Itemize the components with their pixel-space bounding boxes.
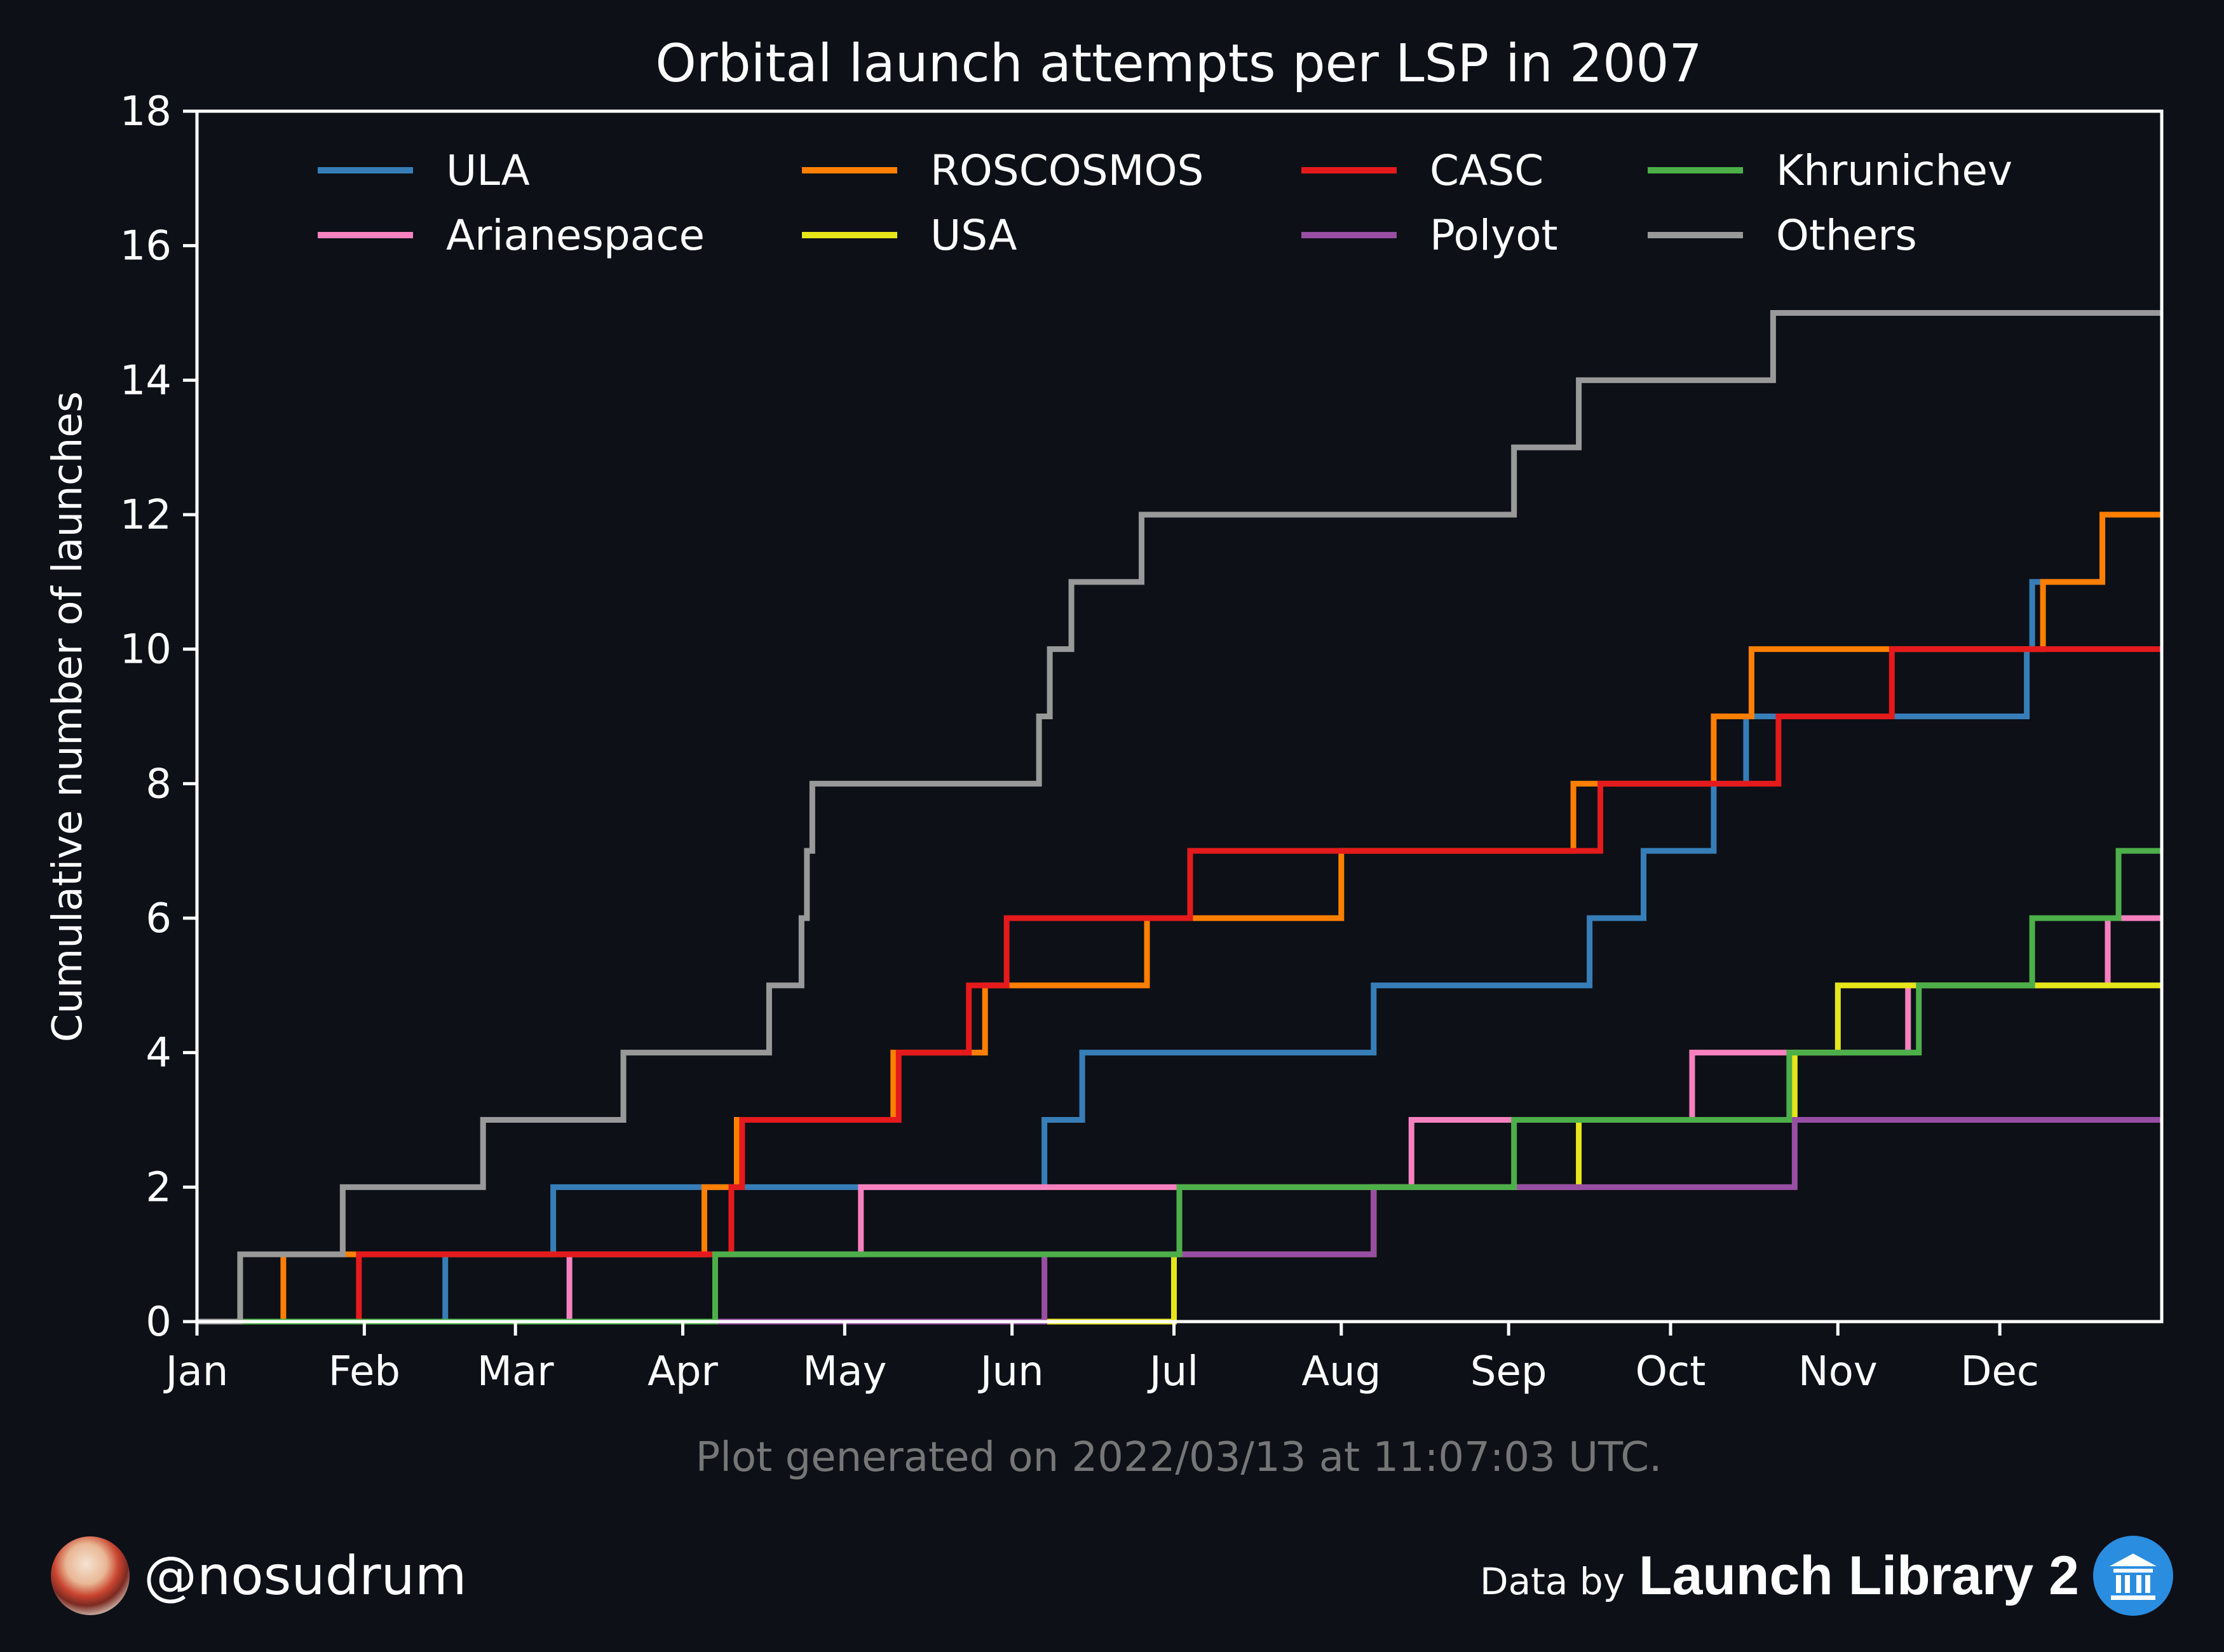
legend-label: Arianespace (446, 211, 705, 260)
y-tick-label: 8 (146, 761, 172, 808)
y-tick-label: 2 (146, 1164, 172, 1211)
legend-item-roscosmos: ROSCOSMOS (802, 146, 1204, 195)
legend-label: Khrunichev (1776, 146, 2012, 195)
x-axis: Jan Feb Mar Apr May Jun Jul Aug Sep Oct Nov Dec (163, 1322, 2039, 1395)
data-by-label: Data by (1479, 1560, 1625, 1603)
generated-note: Plot generated on 2022/03/13 at 11:07:03… (696, 1434, 1662, 1481)
y-tick-label: 4 (146, 1030, 172, 1077)
legend-label: CASC (1430, 146, 1543, 195)
y-axis-label: Cumulative number of launches (44, 391, 92, 1042)
launch-library-logo-icon (2093, 1536, 2173, 1616)
author-credit: @nosudrum (51, 1536, 467, 1615)
legend-item-khrunichev: Khrunichev (1648, 146, 2012, 195)
series-line-polyot (197, 1117, 2162, 1325)
x-tick-label: Nov (1798, 1348, 1878, 1395)
source-name: Launch Library 2 (1639, 1545, 2079, 1606)
legend-label: USA (930, 211, 1017, 260)
legend: ULA Arianespace ROSCOSMOS USA CASC Polyot Khru… (318, 146, 2012, 260)
y-tick-label: 14 (120, 357, 172, 404)
series-line-casc (197, 646, 2162, 1325)
x-tick-label: Mar (477, 1348, 554, 1395)
legend-item-ula: ULA (318, 146, 530, 195)
x-tick-label: Aug (1301, 1348, 1381, 1395)
x-tick-label: Oct (1636, 1348, 1706, 1395)
legend-item-casc: CASC (1301, 146, 1543, 195)
y-axis: 0 2 4 6 8 10 12 14 16 18 (120, 88, 197, 1346)
x-tick-label: Feb (329, 1348, 400, 1395)
series-line-usa (197, 982, 2162, 1325)
legend-label: Polyot (1430, 211, 1557, 260)
legend-item-usa: USA (802, 211, 1017, 260)
y-tick-label: 6 (146, 895, 172, 942)
legend-label: ULA (446, 146, 530, 195)
author-handle: @nosudrum (144, 1545, 467, 1607)
y-tick-label: 0 (146, 1299, 172, 1346)
chart-title: Orbital launch attempts per LSP in 2007 (655, 34, 1702, 94)
x-tick-label: Sep (1470, 1348, 1547, 1395)
x-tick-label: Jul (1147, 1348, 1198, 1395)
y-tick-label: 10 (120, 626, 172, 674)
x-tick-label: Jan (163, 1348, 229, 1395)
legend-label: ROSCOSMOS (930, 146, 1204, 195)
legend-item-polyot: Polyot (1301, 211, 1557, 260)
y-tick-label: 18 (120, 88, 172, 135)
series-line-others (197, 310, 2162, 1325)
x-tick-label: May (803, 1348, 886, 1395)
x-tick-label: Apr (648, 1348, 718, 1395)
plot-frame (195, 109, 2164, 1324)
x-tick-label: Dec (1960, 1348, 2039, 1395)
x-tick-label: Jun (978, 1348, 1044, 1395)
series-lines (197, 310, 2162, 1325)
data-source-credit: Data by Launch Library 2 (1480, 1534, 2173, 1617)
y-tick-label: 16 (120, 223, 172, 270)
series-line-khrunichev (197, 848, 2162, 1325)
y-tick-label: 12 (120, 492, 172, 539)
avatar (51, 1536, 130, 1615)
legend-label: Others (1776, 211, 1917, 260)
legend-item-others: Others (1648, 211, 1917, 260)
legend-item-arianespace: Arianespace (318, 211, 705, 260)
